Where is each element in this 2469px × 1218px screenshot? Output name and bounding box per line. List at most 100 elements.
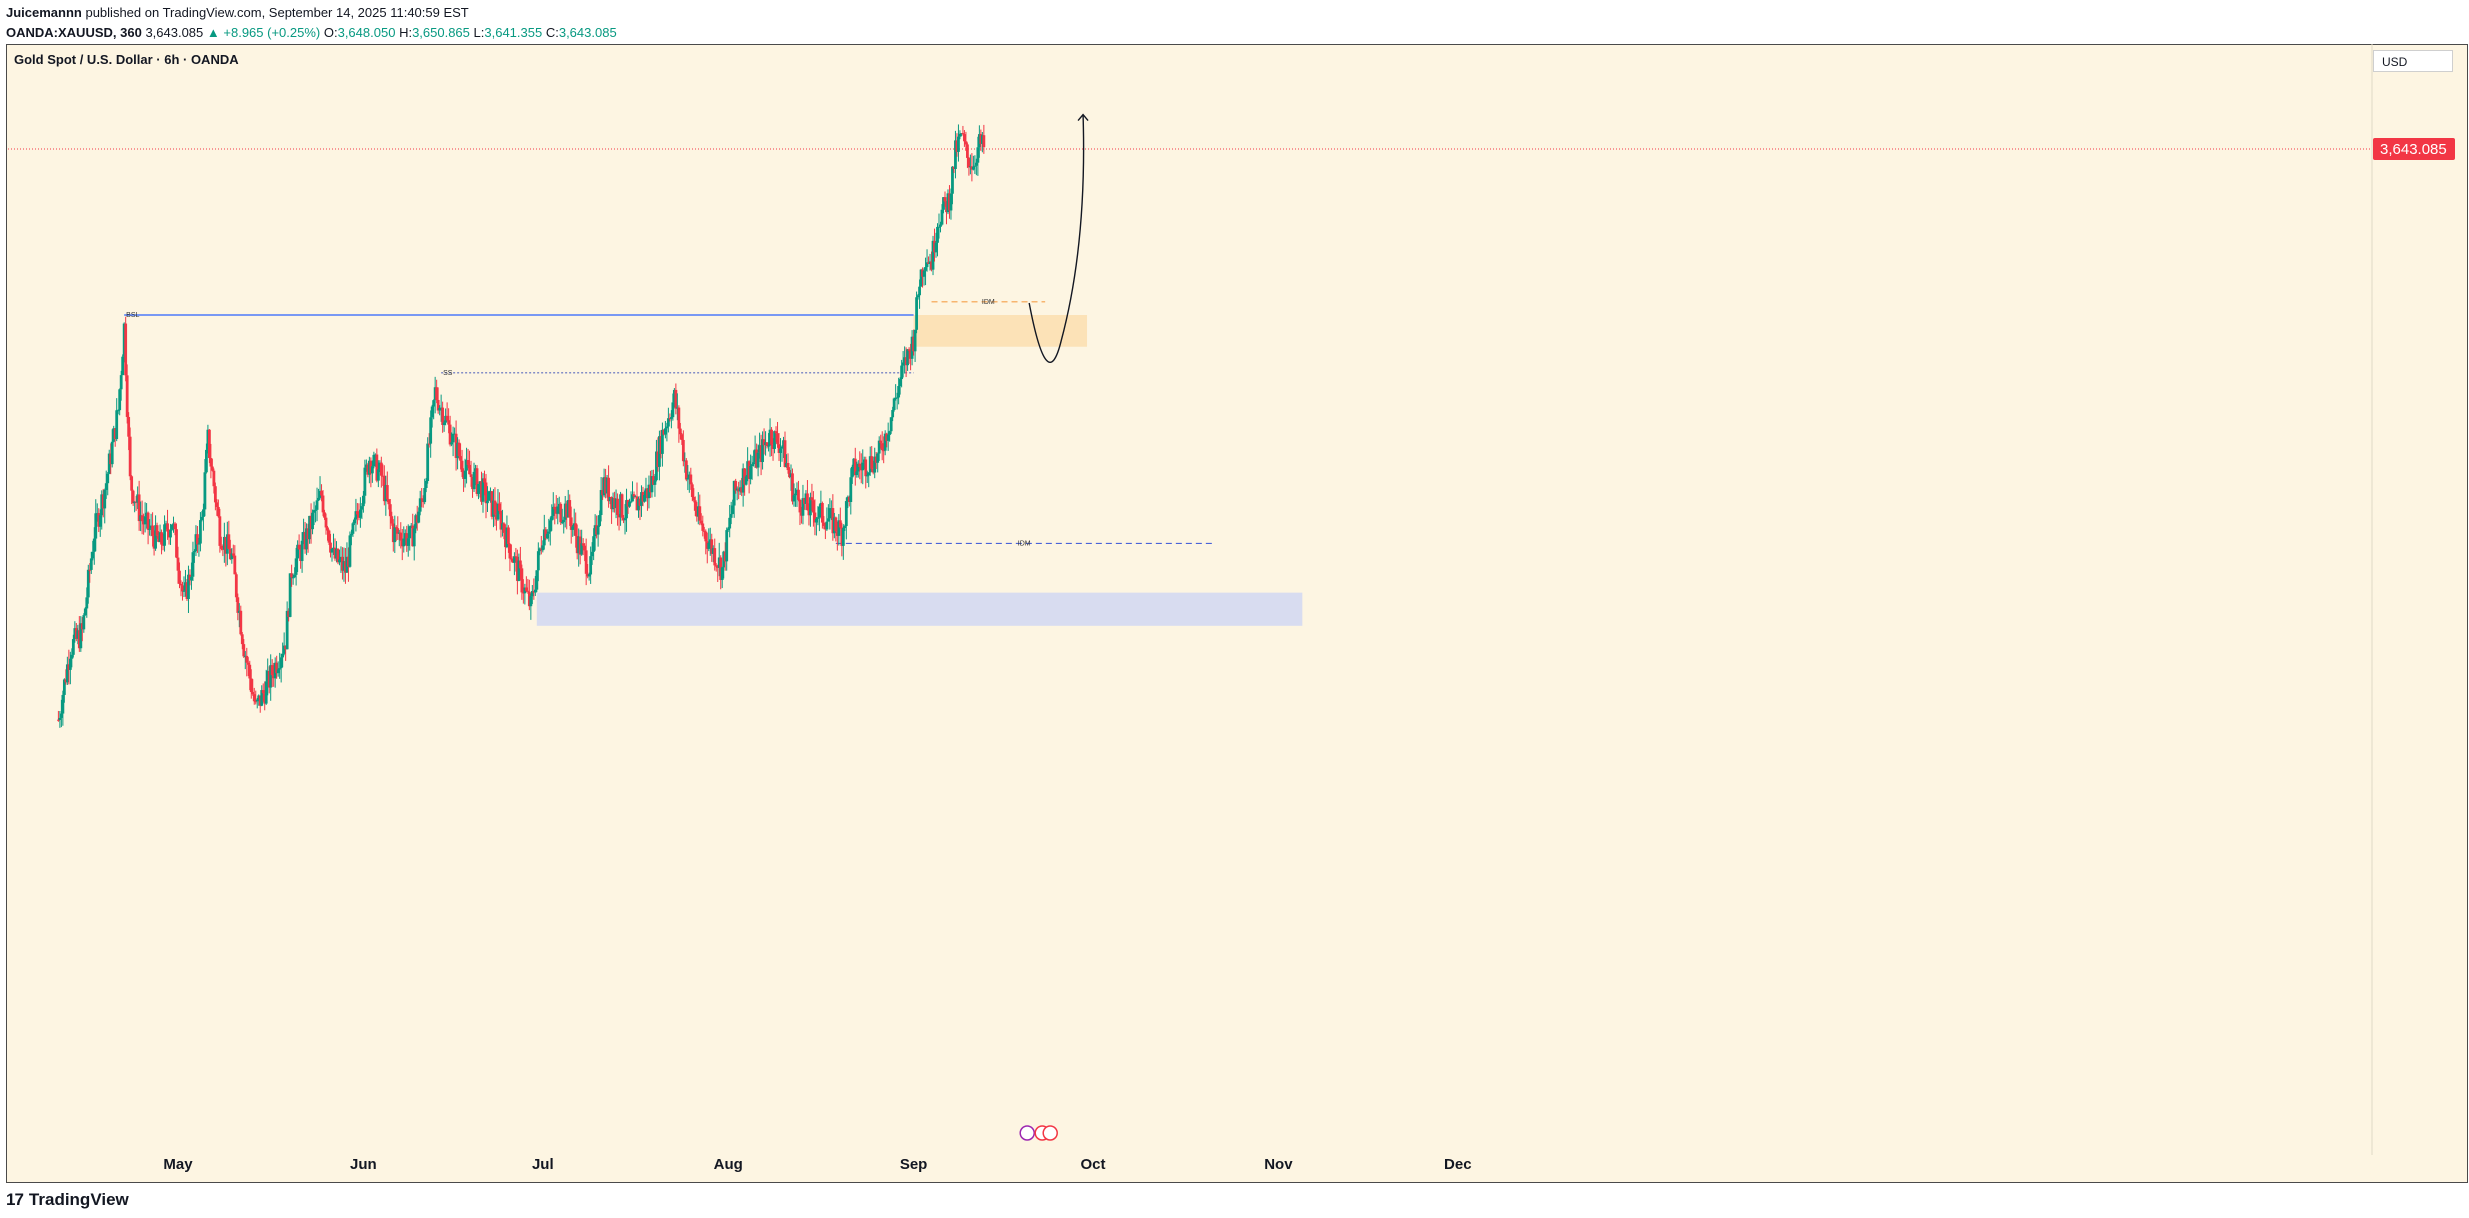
candle-down [610, 496, 613, 510]
candle-up [489, 491, 492, 493]
candle-up [408, 526, 412, 539]
candle-up [949, 193, 953, 211]
candle-up [107, 453, 111, 474]
candle-down [822, 522, 826, 526]
price-change: ▲ +8.965 (+0.25%) [206, 25, 321, 40]
candle-up [116, 410, 120, 412]
candle-down [912, 336, 915, 352]
candle-up [115, 410, 119, 440]
candle-up [782, 440, 785, 447]
candle-down [880, 443, 884, 451]
candle-down [209, 458, 213, 467]
candle-up [294, 558, 298, 575]
candle-down [387, 499, 391, 505]
candle-up [590, 551, 594, 557]
candle-up [894, 397, 898, 399]
candle-down [212, 470, 216, 487]
supply-zone [913, 315, 1088, 347]
candle-up [761, 439, 764, 463]
candle-up [397, 532, 401, 534]
candle-up [354, 511, 358, 520]
candle-up [587, 574, 591, 577]
currency-selector[interactable]: USD [2373, 50, 2453, 72]
candle-down [381, 475, 385, 477]
candle-up [133, 501, 137, 504]
candle-down [803, 498, 806, 504]
candle-up [308, 515, 311, 540]
candle-down [140, 515, 144, 522]
lightning-icon [1019, 1125, 1035, 1141]
candle-up [538, 548, 542, 552]
candle-up [768, 429, 772, 446]
candle-up [533, 589, 537, 593]
candle-up [474, 468, 477, 472]
candle-down [678, 428, 682, 435]
candle-up [373, 454, 377, 456]
candle-up [628, 501, 631, 507]
candle-down [382, 475, 386, 502]
candle-down [586, 573, 590, 577]
candle-up [424, 481, 428, 488]
candle-up [266, 670, 270, 682]
footer-brand[interactable]: 17 TradingView [6, 1190, 129, 1210]
candle-up [103, 489, 107, 509]
candle-down [617, 514, 621, 518]
candle-up [792, 495, 796, 502]
candle-up [338, 559, 341, 563]
candle-down [405, 533, 409, 546]
candle-down [791, 473, 794, 502]
candle-down [254, 701, 258, 703]
candle-down [306, 528, 310, 540]
candle-up [351, 523, 355, 534]
candle-down [662, 429, 666, 435]
candle-up [353, 519, 356, 524]
candle-up [293, 574, 297, 578]
x-tick-label: Dec [1444, 1156, 1472, 1173]
candle-down [210, 466, 214, 471]
candle-up [661, 429, 664, 454]
candle-up [819, 503, 823, 507]
candle-down [495, 514, 498, 520]
symbol-label: OANDA:XAUUSD, 360 [6, 25, 142, 40]
candle-down [510, 558, 513, 560]
author-name[interactable]: Juicemannn [6, 5, 82, 20]
candle-up [937, 226, 941, 228]
candle-up [901, 362, 905, 366]
candle-down [173, 523, 177, 530]
candle-up [614, 498, 618, 509]
candle-down [820, 503, 824, 523]
candle-up [350, 533, 353, 536]
candle-up [919, 269, 923, 287]
candle-down [196, 534, 199, 545]
candle-up [409, 525, 413, 527]
level-label: SS [443, 370, 453, 377]
close-label: C: [545, 25, 559, 40]
candle-down [885, 433, 889, 441]
candle-down [213, 486, 217, 503]
candle-down [379, 462, 383, 476]
candle-down [831, 508, 835, 534]
candle-down [421, 498, 425, 503]
candle-down [246, 662, 250, 665]
candle-up [841, 528, 845, 546]
candle-down [649, 484, 652, 493]
candle-up [779, 448, 782, 453]
candle-down [369, 460, 373, 474]
candle-up [348, 535, 352, 567]
candle-down [466, 460, 470, 465]
candle-down [160, 532, 163, 545]
candle-up [672, 389, 676, 403]
candle-up [335, 548, 338, 559]
candle-down [723, 551, 727, 562]
candle-down [436, 399, 440, 411]
candle-up [976, 147, 980, 163]
candle-down [812, 500, 815, 513]
candle-up [104, 483, 108, 490]
candle-down [207, 429, 211, 459]
candle-down [601, 490, 605, 496]
candle-down [879, 440, 883, 444]
candle-down [604, 477, 607, 494]
x-tick-label: May [163, 1156, 193, 1173]
candle-down [705, 541, 709, 549]
